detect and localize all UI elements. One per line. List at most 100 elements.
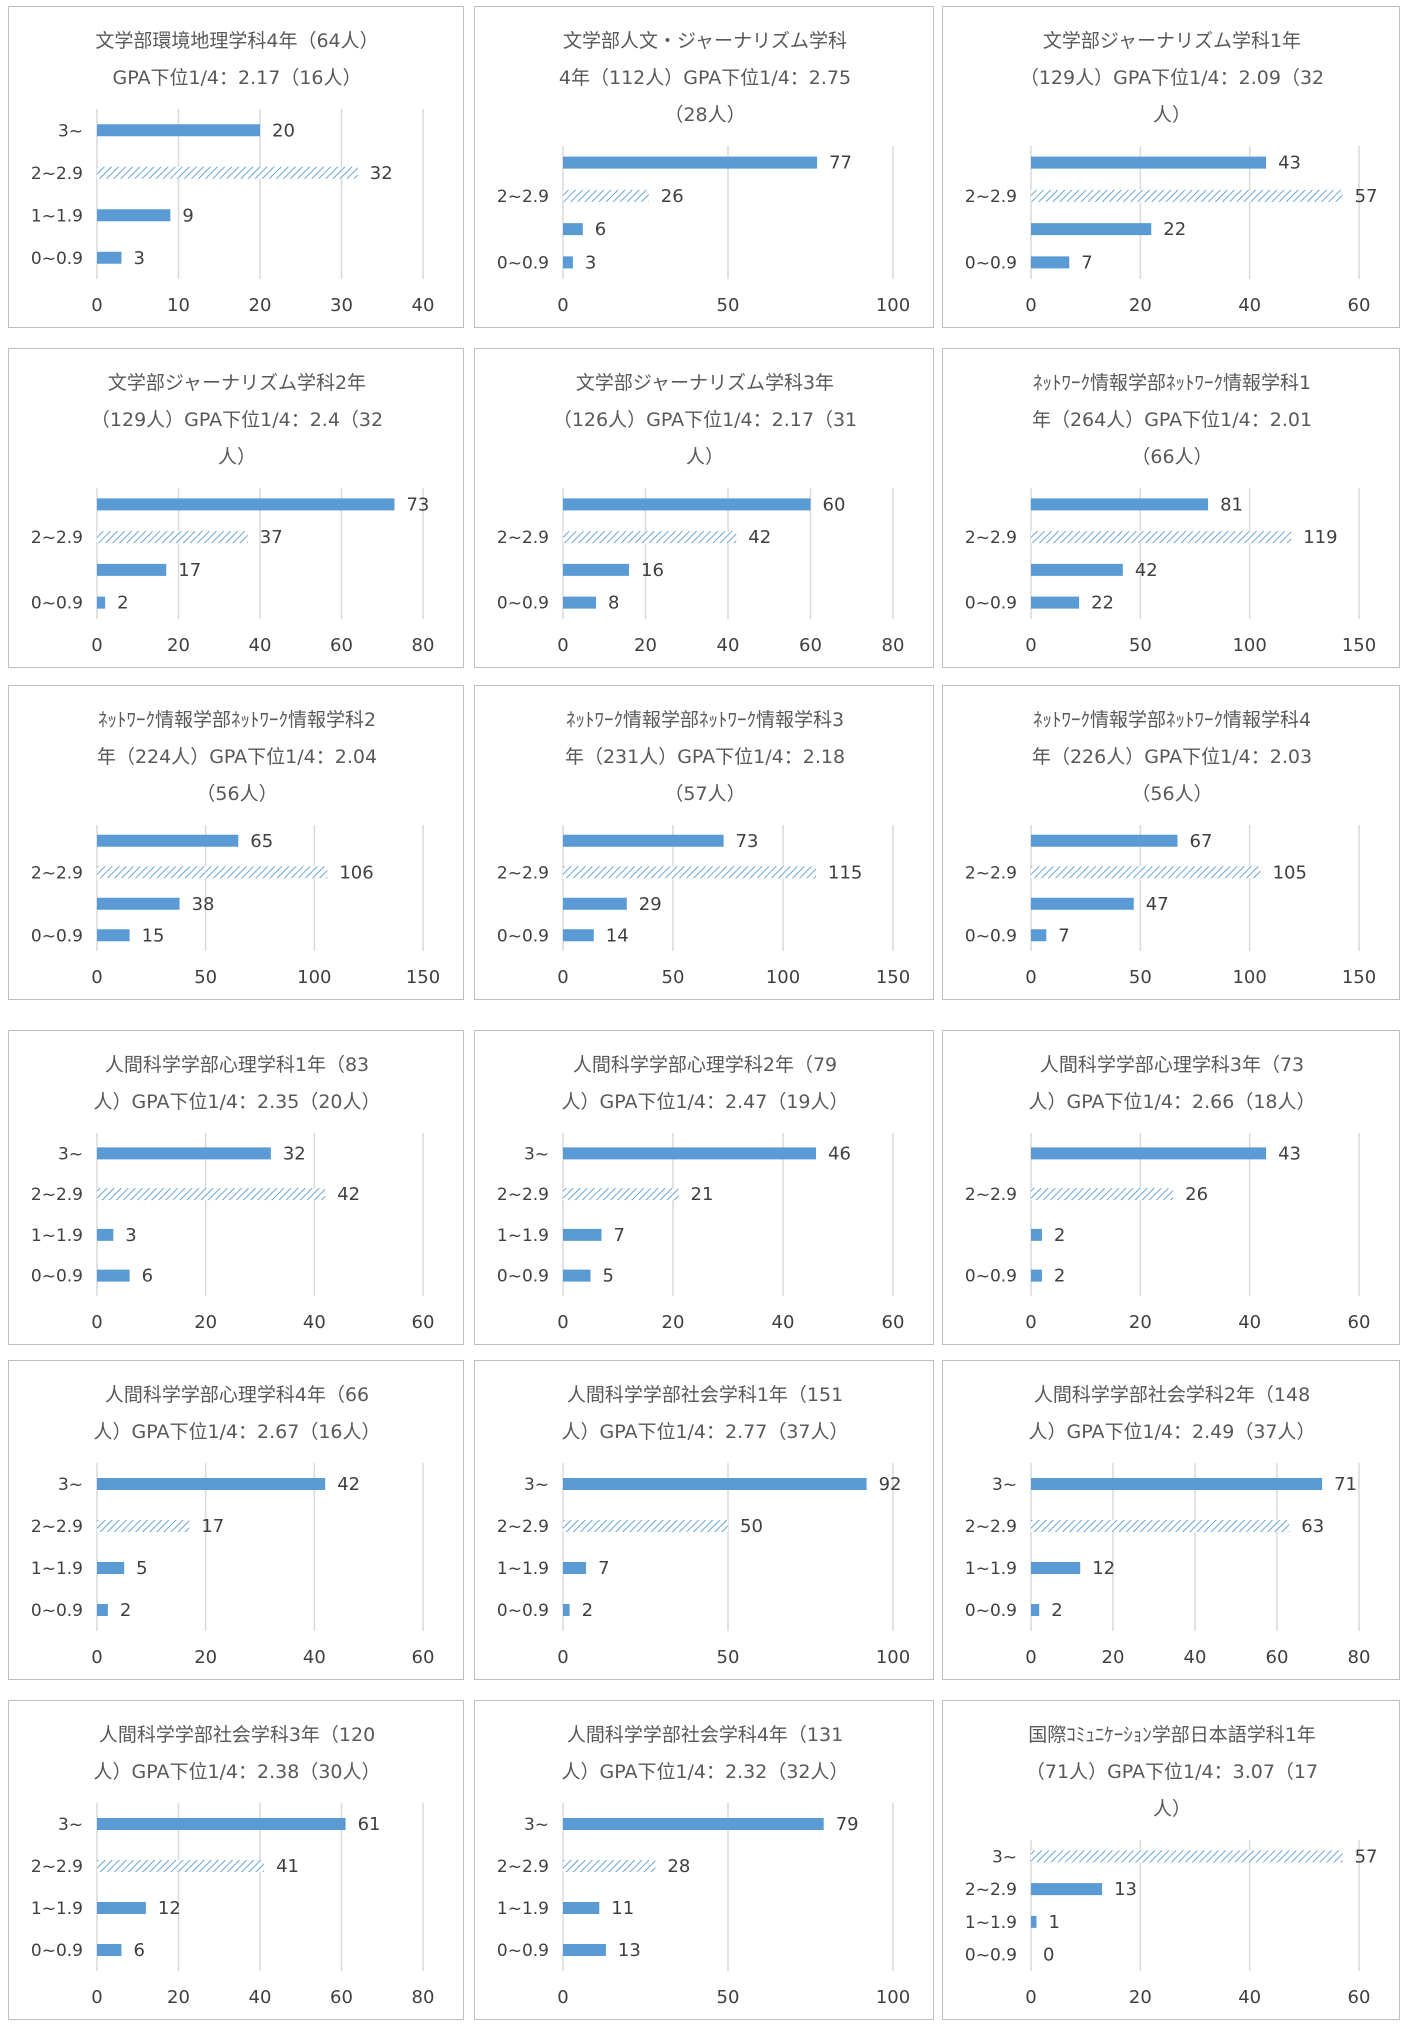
category-label: 2~2.9 [497,1857,549,1877]
category-label: 1~1.9 [31,206,83,226]
chart-title-line: （129人）GPA下位1/4：2.09（32 [1020,67,1324,89]
x-tick-label: 0 [1025,295,1036,316]
bar-hatched [97,1860,265,1872]
bar-chart: 文学部ジャーナリズム学科3年 （126人）GPA下位1/4：2.17（31 人） 0 2… [497,372,905,656]
bar [97,1562,125,1574]
chart-title-line: 人間科学学部心理学科3年（73 [1040,1054,1304,1076]
bar [563,223,583,236]
data-label: 0 [1043,1945,1054,1966]
x-tick-label: 40 [772,1312,795,1333]
x-tick-label: 20 [194,1647,217,1668]
bar [563,563,629,576]
bar [563,1269,591,1282]
chart-title-line: 文学部人文・ジャーナリズム学科 [563,30,847,52]
x-tick-label: 10 [167,295,190,316]
category-label: 0~0.9 [965,1946,1017,1966]
chart-title-line: （71人）GPA下位1/4：3.07（17 [1026,1761,1318,1783]
data-label: 43 [1278,153,1301,174]
data-label: 105 [1273,862,1307,883]
x-tick-label: 0 [1025,1987,1036,2008]
x-tick-label: 60 [330,1987,353,2008]
data-label: 6 [133,1940,144,1961]
bar [1031,1915,1037,1928]
bar-hatched [97,531,248,544]
category-label: 3~ [524,1475,549,1495]
x-tick-label: 40 [1184,1647,1207,1668]
data-label: 60 [823,494,846,515]
category-label: 1~1.9 [965,1559,1017,1579]
bar [563,834,724,847]
bar-hatched [97,1520,190,1532]
bar-hatched [1031,189,1343,202]
chart-panel: 人間科学学部心理学科1年（83 人）GPA下位1/4：2.35（20人） 0 20 40… [8,1030,464,1345]
data-label: 2 [120,1600,131,1621]
bar [97,1228,114,1241]
bar-chart: 人間科学学部社会学科4年（131 人）GPA下位1/4：2.32（32人） 0 50 1… [497,1724,910,2008]
bar [1031,596,1080,609]
bar [563,897,627,910]
data-label: 28 [667,1856,690,1877]
data-label: 8 [608,593,619,614]
chart-title-line: 国際ｺﾐｭﾆｹｰｼｮﾝ学部日本語学科1年 [1028,1724,1316,1746]
bar [97,124,260,137]
data-label: 11 [611,1898,634,1919]
bar [1031,1883,1103,1896]
bar [1031,1478,1323,1490]
bar [97,1147,271,1160]
data-label: 3 [125,1225,136,1246]
bar [1031,897,1134,910]
x-tick-label: 40 [1238,295,1261,316]
chart-panel: ﾈｯﾄﾜｰｸ情報学部ﾈｯﾄﾜｰｸ情報学科3 年（231人）GPA下位1/4：2.1… [474,685,934,1000]
bar-hatched [563,1188,679,1201]
x-tick-label: 150 [1342,967,1376,988]
data-label: 73 [406,494,429,515]
chart-title-line: 年（264人）GPA下位1/4：2.01 [1032,409,1312,431]
category-label: 0~0.9 [31,926,83,946]
x-tick-label: 100 [1232,635,1266,656]
category-label: 3~ [992,1475,1017,1495]
bar [1031,1562,1081,1574]
data-label: 79 [836,1814,859,1835]
data-label: 37 [260,527,283,548]
chart-title-line: 人間科学学部社会学科4年（131 [567,1724,843,1746]
category-label: 3~ [992,1847,1017,1867]
x-tick-label: 40 [249,635,272,656]
category-label: 1~1.9 [31,1226,83,1246]
data-label: 61 [358,1814,381,1835]
x-tick-label: 20 [1102,1647,1125,1668]
x-tick-label: 150 [406,967,440,988]
x-tick-label: 0 [557,967,568,988]
category-label: 0~0.9 [965,253,1017,273]
x-tick-label: 0 [1025,1312,1036,1333]
data-label: 2 [1051,1600,1062,1621]
bar-chart: 文学部ジャーナリズム学科1年 （129人）GPA下位1/4：2.09（32 人） 0 2… [965,30,1378,316]
x-tick-label: 60 [1348,295,1371,316]
bar [563,256,573,269]
data-label: 26 [661,186,684,207]
chart-title-line: 文学部ジャーナリズム学科3年 [576,372,834,394]
data-label: 57 [1355,186,1378,207]
category-label: 2~2.9 [965,1880,1017,1900]
x-tick-label: 0 [91,1647,102,1668]
category-label: 0~0.9 [497,253,549,273]
data-label: 73 [736,831,759,852]
chart-panel: ﾈｯﾄﾜｰｸ情報学部ﾈｯﾄﾜｰｸ情報学科2 年（224人）GPA下位1/4：2.0… [8,685,464,1000]
x-tick-label: 0 [1025,967,1036,988]
data-label: 67 [1190,831,1213,852]
data-label: 7 [598,1558,609,1579]
data-label: 26 [1185,1184,1208,1205]
bar [97,1818,346,1830]
bar-chart: ﾈｯﾄﾜｰｸ情報学部ﾈｯﾄﾜｰｸ情報学科1 年（264人）GPA下位1/4：2.0… [965,372,1376,656]
x-tick-label: 100 [876,1647,910,1668]
bar [97,251,122,264]
x-tick-label: 30 [330,295,353,316]
category-label: 0~0.9 [31,1601,83,1621]
bar-chart: 人間科学学部心理学科4年（66 人）GPA下位1/4：2.67（16人） 0 20 40… [31,1384,435,1668]
data-label: 43 [1278,1143,1301,1164]
data-label: 21 [691,1184,714,1205]
bar [1031,1147,1267,1160]
data-label: 63 [1301,1516,1324,1537]
data-label: 65 [250,831,273,852]
bar [563,1902,600,1914]
chart-panel: ﾈｯﾄﾜｰｸ情報学部ﾈｯﾄﾜｰｸ情報学科1 年（264人）GPA下位1/4：2.0… [942,348,1400,668]
